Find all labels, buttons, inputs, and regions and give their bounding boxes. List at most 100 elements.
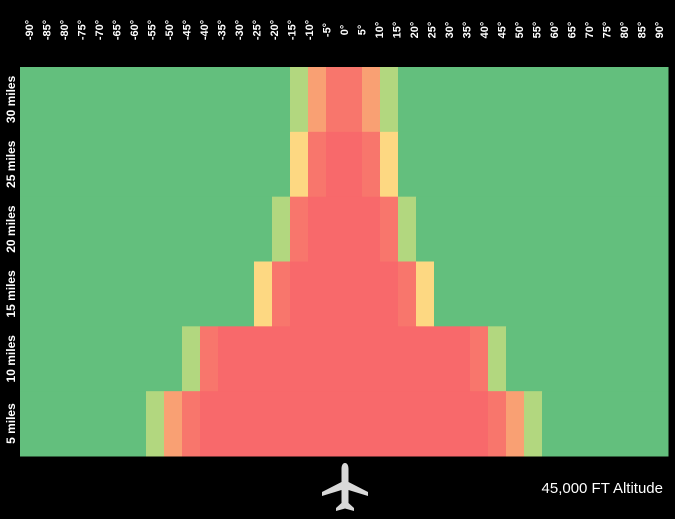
- heat-cell: [614, 67, 633, 133]
- heat-cell: [524, 326, 543, 392]
- heat-cell: [398, 261, 417, 327]
- heat-cell: [380, 391, 399, 457]
- heat-cell: [344, 131, 363, 198]
- heat-cell: [74, 391, 93, 457]
- heat-cell: [20, 67, 39, 133]
- y-tick-label: 30 miles: [4, 75, 18, 123]
- heat-cell: [578, 196, 597, 262]
- heat-cell: [524, 391, 543, 457]
- heat-cell: [452, 326, 471, 392]
- heat-cell: [56, 391, 75, 457]
- heat-cell: [254, 196, 273, 262]
- altitude-label: 45,000 FT Altitude: [541, 480, 663, 497]
- heat-cell: [56, 131, 75, 198]
- heat-cell: [182, 196, 201, 262]
- heat-cell: [470, 131, 489, 198]
- y-tick-label: 25 miles: [4, 140, 18, 188]
- heat-cell: [182, 326, 201, 392]
- heat-cell: [182, 131, 201, 198]
- x-tick-label: 45°: [497, 22, 509, 39]
- heat-cell: [164, 261, 183, 327]
- x-tick-label: 35°: [462, 22, 474, 39]
- heat-cell: [146, 326, 165, 392]
- heat-cell: [452, 131, 471, 198]
- heat-cell: [128, 326, 147, 392]
- heat-cell: [128, 196, 147, 262]
- x-tick-label: -15°: [286, 20, 298, 40]
- x-tick-label: -25°: [251, 20, 263, 40]
- heat-cell: [236, 261, 255, 327]
- heat-cell: [272, 326, 291, 392]
- heat-cell: [290, 196, 309, 262]
- heat-cell: [632, 261, 651, 327]
- heat-cell: [596, 261, 615, 327]
- heat-cell: [416, 131, 435, 198]
- heat-cell: [74, 326, 93, 392]
- x-tick-label: -40°: [199, 20, 211, 40]
- heat-cell: [452, 67, 471, 133]
- heat-cell: [110, 131, 129, 198]
- x-tick-label: -30°: [234, 20, 246, 40]
- heat-cell: [218, 261, 237, 327]
- heat-cell: [236, 326, 255, 392]
- heat-cell: [434, 131, 453, 198]
- heat-cell: [254, 261, 273, 327]
- heat-cell: [200, 326, 219, 392]
- heat-cell: [38, 131, 57, 198]
- heat-cell: [452, 196, 471, 262]
- heat-cell: [380, 196, 399, 262]
- heat-cell: [146, 67, 165, 133]
- heat-cell: [542, 391, 561, 457]
- heat-cell: [434, 261, 453, 327]
- x-tick-label: 15°: [392, 22, 404, 39]
- heat-cell: [308, 196, 327, 262]
- heat-cell: [344, 67, 363, 133]
- heat-cell: [650, 67, 669, 133]
- heat-cell: [326, 196, 345, 262]
- heat-cell: [578, 391, 597, 457]
- x-tick-label: 65°: [567, 22, 579, 39]
- heat-cell: [596, 131, 615, 198]
- heat-cell: [578, 67, 597, 133]
- heat-cell: [560, 261, 579, 327]
- heat-cell: [416, 326, 435, 392]
- heat-cell: [20, 391, 39, 457]
- heat-cell: [164, 196, 183, 262]
- heat-cell: [218, 131, 237, 198]
- heat-cell: [146, 131, 165, 198]
- x-tick-label: -20°: [269, 20, 281, 40]
- heat-cell: [362, 67, 381, 133]
- heat-cell: [146, 196, 165, 262]
- heat-cell: [254, 67, 273, 133]
- heat-cell: [56, 326, 75, 392]
- heat-cell: [362, 391, 381, 457]
- heat-cell: [326, 326, 345, 392]
- heat-cell: [74, 196, 93, 262]
- heat-cell: [38, 391, 57, 457]
- heat-cell: [290, 261, 309, 327]
- x-tick-label: 60°: [549, 22, 561, 39]
- heat-cell: [182, 261, 201, 327]
- heat-cell: [578, 326, 597, 392]
- heat-cell: [380, 326, 399, 392]
- heat-cell: [398, 67, 417, 133]
- heat-cell: [452, 261, 471, 327]
- heat-cell: [218, 67, 237, 133]
- heat-cell: [452, 391, 471, 457]
- heat-cell: [20, 326, 39, 392]
- heat-cell: [38, 261, 57, 327]
- heat-cell: [650, 131, 669, 198]
- heat-cell: [488, 261, 507, 327]
- heat-cell: [470, 261, 489, 327]
- x-tick-label: -55°: [146, 20, 158, 40]
- x-tick-label: 75°: [602, 22, 614, 39]
- heat-cell: [398, 391, 417, 457]
- heat-cell: [92, 67, 111, 133]
- heat-cell: [488, 391, 507, 457]
- heat-cell: [326, 67, 345, 133]
- heat-cell: [308, 261, 327, 327]
- heat-cell: [560, 196, 579, 262]
- heat-cell: [596, 196, 615, 262]
- heat-cell: [92, 391, 111, 457]
